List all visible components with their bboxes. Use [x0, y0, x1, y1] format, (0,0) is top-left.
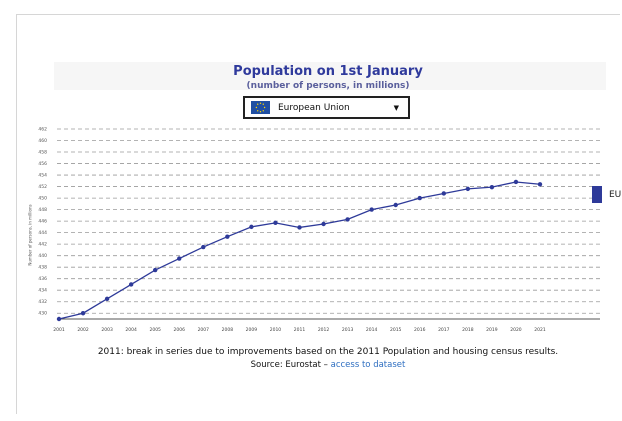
- country-selector[interactable]: European Union ▼: [243, 96, 410, 119]
- data-point[interactable]: [537, 182, 543, 187]
- caret-down-icon: ▼: [393, 103, 399, 112]
- x-tick-label: 2019: [486, 327, 498, 333]
- y-tick-label: 432: [38, 299, 47, 305]
- data-point[interactable]: [153, 267, 158, 273]
- data-point[interactable]: [513, 179, 519, 185]
- y-tick-label: 444: [38, 230, 47, 236]
- data-point[interactable]: [369, 207, 374, 212]
- legend-swatch: [592, 186, 602, 203]
- data-point[interactable]: [249, 224, 254, 230]
- y-tick-label: 456: [38, 161, 47, 167]
- x-tick-label: 2013: [342, 327, 354, 333]
- series-line: [58, 181, 541, 320]
- data-point[interactable]: [321, 221, 326, 227]
- x-tick-label: 2008: [222, 327, 234, 333]
- x-tick-label: 2018: [462, 327, 474, 333]
- chart-title: Population on 1st January: [233, 64, 423, 79]
- data-point[interactable]: [128, 282, 134, 287]
- x-tick-label: 2001: [53, 327, 65, 333]
- chart-subtitle: (number of persons, in millions): [246, 81, 410, 91]
- legend-label: EU: [609, 189, 622, 200]
- x-tick-label: 2002: [77, 327, 89, 333]
- footnote: 2011: break in series due to improvement…: [97, 347, 559, 357]
- dataset-link[interactable]: access to dataset: [330, 360, 406, 370]
- y-tick-label: 448: [38, 207, 47, 213]
- source-line: Source: Eurostat – access to dataset: [0, 360, 622, 370]
- data-point[interactable]: [345, 217, 350, 222]
- selector-value: European Union: [278, 102, 350, 113]
- data-point[interactable]: [273, 220, 278, 226]
- x-tick-label: 2010: [270, 327, 282, 333]
- y-tick-label: 454: [38, 173, 47, 179]
- y-tick-label: 442: [38, 242, 47, 248]
- y-tick-label: 438: [38, 265, 47, 271]
- y-tick-label: 440: [38, 253, 47, 259]
- x-tick-label: 2007: [198, 327, 210, 333]
- data-point[interactable]: [80, 311, 86, 316]
- x-tick-label: 2016: [414, 327, 426, 333]
- data-point[interactable]: [225, 234, 230, 239]
- data-point[interactable]: [177, 256, 182, 261]
- y-tick-label: 450: [38, 196, 47, 202]
- legend[interactable]: EU: [592, 186, 621, 203]
- data-point[interactable]: [441, 191, 446, 196]
- frame-top-border: [16, 14, 620, 15]
- y-tick-label: 430: [38, 311, 47, 317]
- x-tick-label: 2012: [318, 327, 330, 333]
- x-tick-label: 2004: [125, 327, 137, 333]
- data-point[interactable]: [297, 225, 302, 230]
- data-point[interactable]: [417, 195, 422, 201]
- series-eu: [56, 179, 543, 322]
- frame-left-border: [16, 14, 17, 414]
- data-point[interactable]: [465, 186, 471, 192]
- x-tick-label: 2017: [438, 327, 450, 333]
- data-point[interactable]: [201, 244, 206, 250]
- y-tick-label: 436: [38, 276, 47, 282]
- x-tick-label: 2014: [366, 327, 378, 333]
- x-tick-label: 2005: [149, 327, 161, 333]
- data-point[interactable]: [489, 184, 495, 190]
- y-tick-labels: 430 432 434 436 438 440 442 444 446 448 450 452 454 4…: [38, 127, 47, 317]
- y-tick-label: 446: [38, 219, 47, 225]
- y-tick-label: 462: [38, 127, 47, 133]
- y-tick-label: 434: [38, 288, 47, 294]
- y-tick-label: 452: [38, 184, 47, 190]
- x-tick-labels: 2001 2002 2003 2004 2005 2006 2007 2008 2009 2010…: [53, 327, 546, 333]
- data-point[interactable]: [393, 202, 398, 208]
- x-tick-label: 2003: [101, 327, 113, 333]
- eu-flag-icon: [251, 101, 270, 114]
- x-tick-label: 2020: [510, 327, 522, 333]
- x-tick-label: 2006: [174, 327, 186, 333]
- x-tick-label: 2021: [534, 327, 546, 333]
- source-text: Source: Eurostat –: [250, 360, 328, 370]
- x-tick-label: 2009: [246, 327, 258, 333]
- title-band: [54, 62, 606, 90]
- data-point[interactable]: [56, 316, 62, 322]
- x-tick-label: 2011: [294, 327, 306, 333]
- y-tick-label: 460: [38, 138, 47, 144]
- x-tick-label: 2015: [390, 327, 402, 333]
- y-tick-label: 458: [38, 150, 47, 156]
- data-point[interactable]: [104, 296, 110, 302]
- gridlines: [57, 128, 600, 320]
